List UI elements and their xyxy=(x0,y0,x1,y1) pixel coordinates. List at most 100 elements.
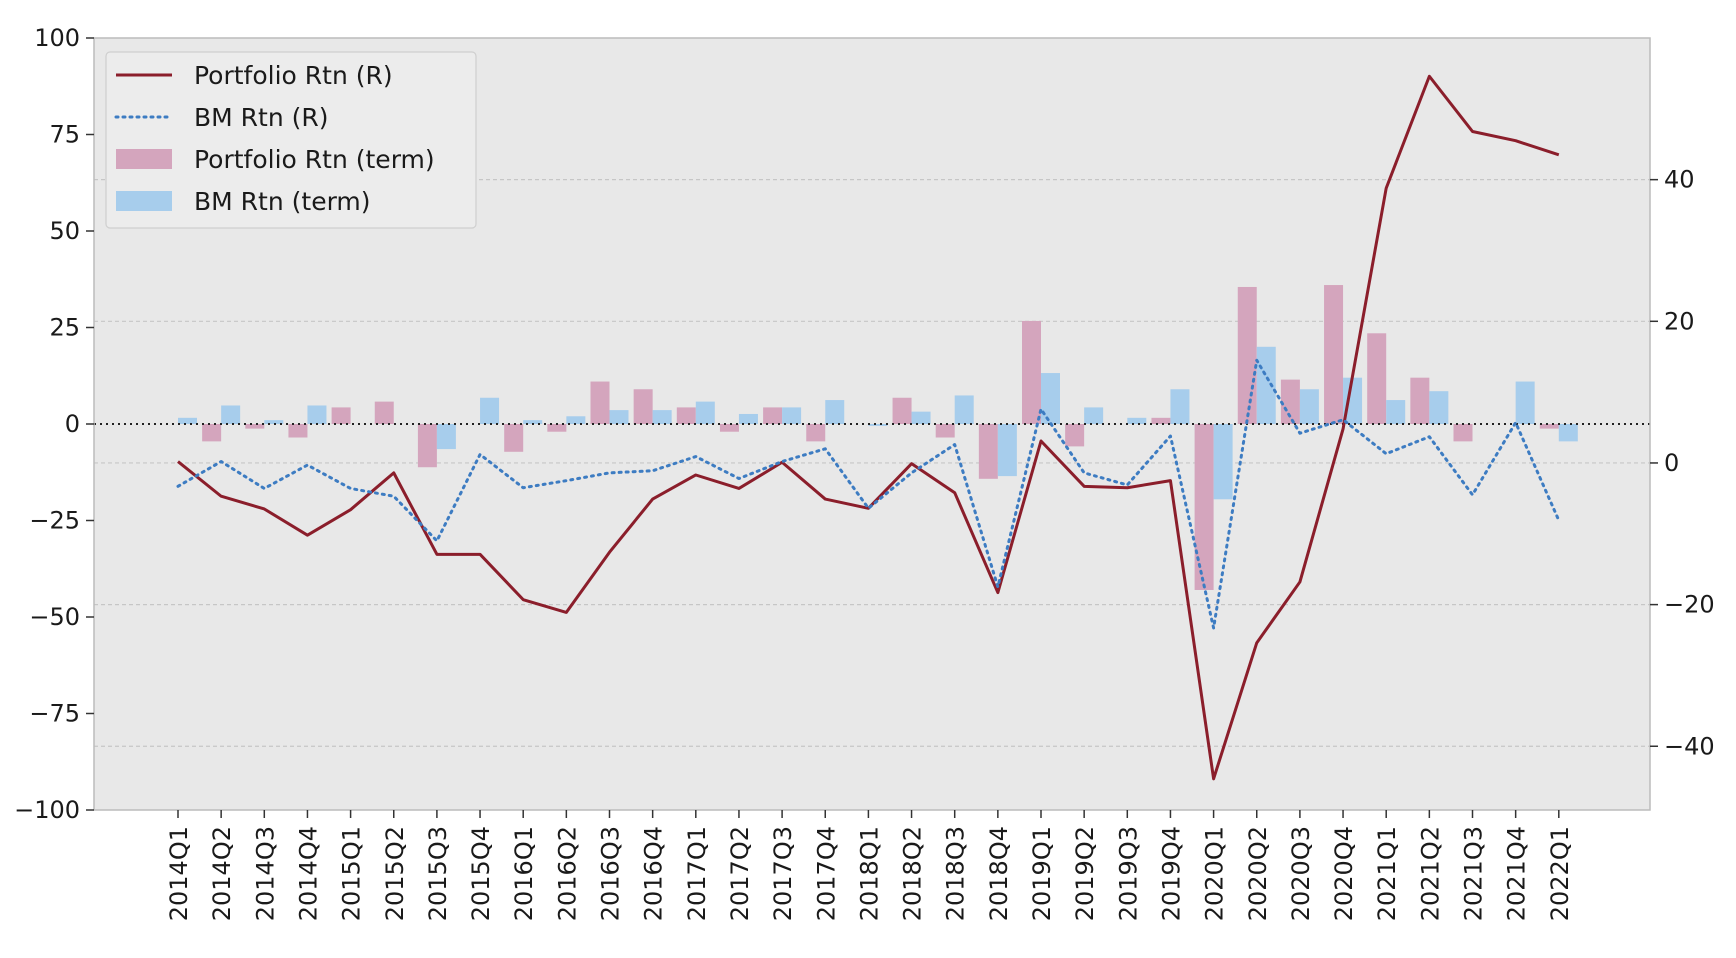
bars xyxy=(178,285,1578,590)
x-tick-label: 2014Q1 xyxy=(165,826,193,921)
x-tick-label: 2020Q3 xyxy=(1287,826,1315,921)
bar xyxy=(825,400,845,424)
bar xyxy=(1558,424,1578,442)
left-tick-label: −75 xyxy=(29,700,80,728)
x-tick-label: 2017Q2 xyxy=(726,826,754,921)
bar xyxy=(935,424,955,438)
bar xyxy=(374,401,394,424)
legend-label: Portfolio Rtn (term) xyxy=(194,145,435,174)
right-tick-label: −40 xyxy=(1664,732,1715,760)
bar xyxy=(590,381,610,424)
left-tick-label: 25 xyxy=(49,314,80,342)
bar xyxy=(633,389,653,424)
bar xyxy=(1367,333,1387,424)
bar xyxy=(1324,285,1344,424)
x-tick-label: 2014Q2 xyxy=(208,826,236,921)
x-tick-label: 2019Q1 xyxy=(1028,826,1056,921)
x-tick-label: 2020Q1 xyxy=(1201,826,1229,921)
left-tick-label: −50 xyxy=(29,603,80,631)
x-tick-label: 2021Q2 xyxy=(1416,826,1444,921)
bar xyxy=(480,397,500,424)
bar xyxy=(1127,417,1147,424)
bar xyxy=(1170,389,1190,424)
x-tick-label: 2020Q2 xyxy=(1244,826,1272,921)
x-tick-label: 2016Q3 xyxy=(597,826,625,921)
left-tick-label: 50 xyxy=(49,217,80,245)
bar xyxy=(547,424,567,432)
bar xyxy=(997,424,1017,477)
bar xyxy=(1022,320,1041,424)
bar xyxy=(978,424,998,479)
bar xyxy=(868,424,888,426)
x-tick-label: 2018Q1 xyxy=(855,826,883,921)
series-line xyxy=(177,74,1560,781)
bar xyxy=(609,410,629,424)
left-tick-label: 0 xyxy=(65,410,80,438)
x-tick-label: 2018Q4 xyxy=(985,826,1013,921)
lines xyxy=(176,74,1561,781)
x-tick-label: 2015Q1 xyxy=(338,826,366,921)
x-tick-label: 2017Q1 xyxy=(683,826,711,921)
bar xyxy=(1410,377,1430,424)
bar xyxy=(264,420,284,424)
bar xyxy=(307,405,327,424)
bar xyxy=(652,410,672,424)
bar xyxy=(1280,379,1300,424)
bar xyxy=(954,395,974,424)
right-tick-label: 40 xyxy=(1664,166,1695,194)
x-tick-label: 2021Q1 xyxy=(1373,826,1401,921)
bar xyxy=(1065,424,1085,447)
bar xyxy=(1194,424,1214,590)
bar xyxy=(1539,424,1559,429)
bar xyxy=(1299,389,1319,424)
right-tick-label: 0 xyxy=(1664,449,1679,477)
bar xyxy=(1084,407,1104,424)
bar xyxy=(202,424,222,442)
x-tick-label: 2015Q2 xyxy=(381,826,409,921)
bar xyxy=(1515,381,1535,424)
bar xyxy=(288,424,308,438)
legend-bar-swatch xyxy=(116,149,172,169)
bar xyxy=(436,424,456,450)
legend-label: BM Rtn (R) xyxy=(194,103,329,132)
x-tick-label: 2018Q3 xyxy=(942,826,970,921)
x-tick-label: 2017Q3 xyxy=(769,826,797,921)
x-tick-label: 2016Q1 xyxy=(510,826,538,921)
bar xyxy=(1213,424,1233,500)
x-axis: 2014Q1 2014Q2 2014Q3 2014Q4 2015Q1 2015Q2 2015… xyxy=(165,810,1574,921)
x-tick-label: 2019Q4 xyxy=(1157,826,1185,921)
left-axis: 100 75 50 25 0 −25 −50 −75 −100 xyxy=(14,24,94,824)
x-tick-label: 2019Q2 xyxy=(1071,826,1099,921)
bar xyxy=(331,407,351,424)
left-tick-label: 75 xyxy=(49,121,80,149)
bar xyxy=(676,407,696,424)
series-line xyxy=(176,358,1561,630)
x-tick-label: 2022Q1 xyxy=(1546,826,1574,921)
x-tick-label: 2015Q4 xyxy=(467,826,495,921)
x-tick-label: 2017Q4 xyxy=(812,826,840,921)
bar xyxy=(1151,417,1171,424)
bar xyxy=(504,424,524,452)
left-tick-label: −100 xyxy=(14,796,80,824)
bar xyxy=(1386,400,1406,424)
x-tick-label: 2021Q3 xyxy=(1460,826,1488,921)
left-tick-label: −25 xyxy=(29,507,80,535)
right-tick-label: 20 xyxy=(1664,307,1695,335)
x-tick-label: 2018Q2 xyxy=(899,826,927,921)
bar xyxy=(782,407,802,424)
x-tick-label: 2020Q4 xyxy=(1330,826,1358,921)
right-axis: 40 20 0 −20 −40 xyxy=(1650,166,1715,760)
right-tick-label: −20 xyxy=(1664,591,1715,619)
legend: Portfolio Rtn (R) BM Rtn (R) Portfolio Rtn… xyxy=(105,51,477,229)
x-tick-label: 2016Q2 xyxy=(553,826,581,921)
x-tick-label: 2019Q3 xyxy=(1114,826,1142,921)
bar xyxy=(892,397,912,424)
bar xyxy=(523,420,543,424)
legend-label: BM Rtn (term) xyxy=(194,187,371,216)
bar xyxy=(178,417,197,424)
bar xyxy=(1237,286,1257,424)
bar xyxy=(1343,377,1363,424)
x-tick-label: 2021Q4 xyxy=(1503,826,1531,921)
bar xyxy=(806,424,826,442)
